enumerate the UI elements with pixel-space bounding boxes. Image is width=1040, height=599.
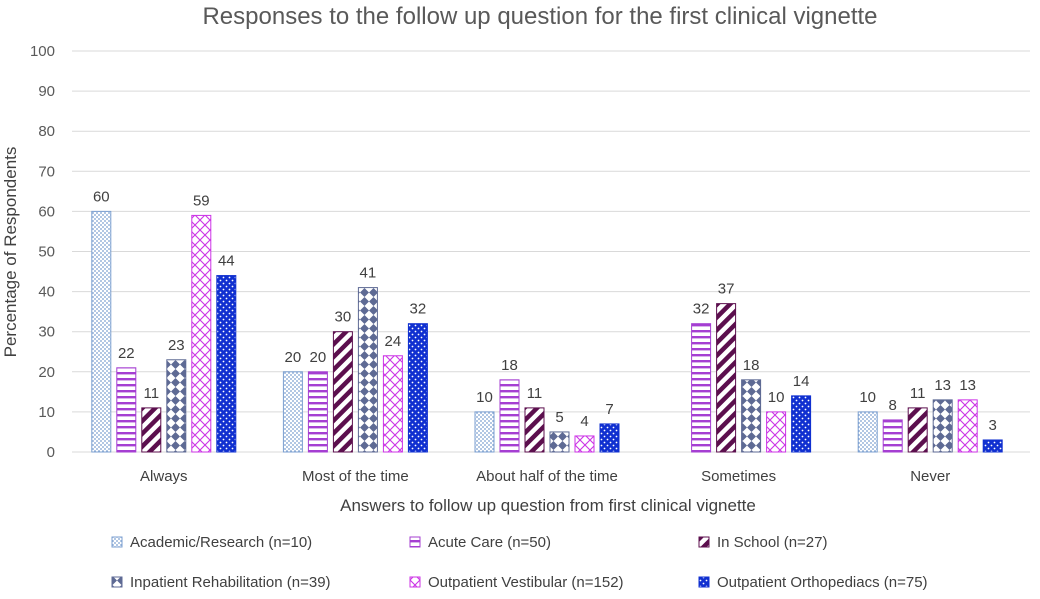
- data-label: 10: [859, 389, 876, 406]
- x-category-label: Never: [910, 468, 950, 485]
- bar: [932, 399, 953, 453]
- bars: [91, 210, 1003, 453]
- legend-label: In School (n=27): [717, 534, 828, 551]
- data-label: 13: [934, 377, 951, 394]
- bar: [116, 367, 137, 453]
- legend-swatch: [111, 536, 123, 548]
- y-axis-title: Percentage of Respondents: [1, 147, 20, 358]
- x-axis-title: Answers to follow up question from first…: [340, 496, 756, 515]
- data-label: 20: [285, 349, 302, 366]
- data-label: 10: [476, 389, 493, 406]
- data-label: 44: [218, 253, 235, 270]
- bar: [741, 379, 762, 453]
- y-tick-label: 0: [47, 444, 55, 461]
- data-label: 60: [93, 188, 110, 205]
- gridlines: [72, 50, 1030, 453]
- bar: [549, 431, 570, 453]
- y-axis-ticks: 0 10 20 30 40 50 60 70 80 90 100: [30, 43, 55, 461]
- y-tick-label: 20: [38, 364, 55, 381]
- x-category-label: About half of the time: [476, 468, 618, 485]
- data-label: 11: [910, 385, 926, 402]
- legend-label: Acute Care (n=50): [428, 534, 551, 551]
- data-label: 4: [580, 413, 588, 430]
- data-label: 30: [335, 309, 352, 326]
- legend-swatch: [698, 576, 710, 588]
- bar: [191, 214, 212, 453]
- data-label: 11: [527, 385, 543, 402]
- y-tick-label: 90: [38, 83, 55, 100]
- bar: [332, 331, 353, 453]
- bar: [599, 423, 620, 453]
- bar: [907, 407, 928, 453]
- data-label: 24: [385, 333, 402, 350]
- data-label: 18: [501, 357, 518, 374]
- bar: [474, 411, 495, 453]
- legend-swatch: [698, 536, 710, 548]
- data-label: 22: [118, 345, 135, 362]
- legend-label: Academic/Research (n=10): [130, 534, 312, 551]
- x-category-label: Sometimes: [701, 468, 776, 485]
- chart-title: Responses to the follow up question for …: [202, 3, 877, 30]
- bar: [957, 399, 978, 453]
- legend-label: Outpatient Vestibular (n=152): [428, 574, 624, 591]
- data-labels: 60 22 11 23 59 44 20 20 30 41 24 32 10 18 11 5 47 32 37 18 1…: [93, 188, 997, 434]
- legend: Academic/Research (n=10) Acute Care (n=50…: [111, 534, 928, 591]
- bar: [357, 287, 378, 453]
- data-label: 14: [793, 373, 810, 390]
- data-label: 8: [889, 397, 897, 414]
- bar: [691, 323, 712, 453]
- legend-swatch: [409, 536, 421, 548]
- legend-swatch: [409, 576, 421, 588]
- data-label: 13: [959, 377, 976, 394]
- bar: [407, 323, 428, 453]
- y-tick-label: 80: [38, 123, 55, 140]
- bar: [166, 359, 187, 453]
- bar: [716, 303, 737, 453]
- y-tick-label: 100: [30, 43, 55, 60]
- bar: [382, 355, 403, 453]
- bar: [857, 411, 878, 453]
- data-label: 23: [168, 337, 185, 354]
- bar: [574, 435, 595, 453]
- data-label: 11: [144, 385, 160, 402]
- bar: [882, 419, 903, 453]
- bar: [791, 395, 812, 453]
- data-label: 59: [193, 192, 210, 209]
- bar: [766, 411, 787, 453]
- bar: [141, 407, 162, 453]
- data-label: 10: [768, 389, 785, 406]
- y-tick-label: 50: [38, 244, 55, 261]
- bar: [524, 407, 545, 453]
- data-label: 5: [555, 409, 563, 426]
- data-label: 20: [310, 349, 327, 366]
- category-labels: Always Most of the time About half of the …: [140, 468, 950, 485]
- data-label: 41: [360, 265, 377, 282]
- y-tick-label: 40: [38, 284, 55, 301]
- legend-label: Outpatient Orthopediacs (n=75): [717, 574, 928, 591]
- y-tick-label: 30: [38, 324, 55, 341]
- x-category-label: Always: [140, 468, 188, 485]
- data-label: 32: [693, 301, 710, 318]
- x-category-label: Most of the time: [302, 468, 409, 485]
- data-label: 3: [989, 417, 997, 434]
- data-label: 18: [743, 357, 760, 374]
- legend-label: Inpatient Rehabilitation (n=39): [130, 574, 331, 591]
- bar: [499, 379, 520, 453]
- data-label: 7: [605, 401, 613, 418]
- legend-swatch: [111, 576, 123, 588]
- data-label: 37: [718, 281, 735, 298]
- bar: [216, 275, 237, 453]
- bar: [282, 371, 303, 453]
- bar: [307, 371, 328, 453]
- data-label: 32: [410, 301, 427, 318]
- y-tick-label: 10: [38, 404, 55, 421]
- bar: [982, 439, 1003, 453]
- y-tick-label: 60: [38, 203, 55, 220]
- bar: [91, 210, 112, 453]
- y-tick-label: 70: [38, 163, 55, 180]
